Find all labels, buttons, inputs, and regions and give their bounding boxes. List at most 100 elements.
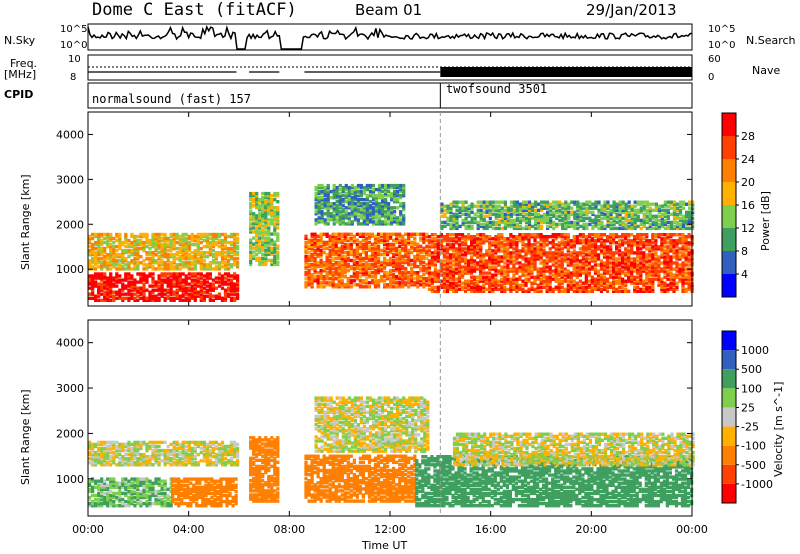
echo-cell bbox=[524, 243, 528, 247]
echo-cell bbox=[258, 250, 262, 254]
echo-cell bbox=[509, 259, 513, 263]
echo-cell bbox=[681, 265, 685, 269]
echo-cell bbox=[373, 246, 378, 251]
echo-cell bbox=[479, 224, 483, 229]
echo-cell bbox=[500, 214, 504, 218]
echo-cell bbox=[379, 238, 384, 242]
echo-cell bbox=[419, 254, 423, 259]
echo-cell bbox=[310, 281, 314, 285]
echo-cell bbox=[393, 200, 397, 204]
echo-cell bbox=[229, 242, 234, 247]
echo-cell bbox=[440, 210, 444, 214]
echo-cell bbox=[521, 208, 526, 212]
echo-cell bbox=[524, 289, 528, 293]
echo-cell bbox=[365, 214, 369, 218]
echo-cell bbox=[455, 212, 459, 216]
echo-cell bbox=[127, 290, 131, 294]
echo-cell bbox=[599, 243, 604, 247]
echo-cell bbox=[368, 183, 373, 188]
echo-cell bbox=[621, 283, 625, 287]
echo-cell bbox=[657, 255, 661, 259]
echo-cell bbox=[172, 234, 176, 239]
echo-cell bbox=[615, 275, 619, 279]
echo-cell bbox=[494, 239, 498, 243]
echo-cell bbox=[313, 236, 317, 240]
echo-cell bbox=[88, 265, 92, 269]
echo-cell bbox=[383, 283, 387, 287]
echo-cell bbox=[473, 249, 477, 253]
echo-cell bbox=[533, 263, 537, 267]
echo-cell bbox=[91, 236, 95, 241]
echo-cell bbox=[220, 261, 225, 265]
echo-cell bbox=[512, 275, 516, 279]
echo-cell bbox=[365, 218, 369, 222]
echo-cell bbox=[687, 251, 691, 255]
echo-cell bbox=[590, 277, 594, 281]
echo-cell bbox=[304, 262, 308, 267]
echo-cell bbox=[252, 242, 256, 246]
echo-cell bbox=[319, 252, 323, 257]
echo-cell bbox=[100, 288, 104, 292]
echo-cell bbox=[202, 238, 206, 243]
echo-cell bbox=[264, 208, 268, 212]
echo-cell bbox=[160, 249, 164, 253]
echo-cell bbox=[398, 269, 402, 273]
echo-cell bbox=[338, 200, 342, 204]
echo-cell bbox=[106, 290, 110, 294]
echo-cell bbox=[258, 248, 262, 252]
echo-cell bbox=[605, 239, 610, 243]
echo-cell bbox=[533, 249, 537, 253]
echo-cell bbox=[175, 234, 179, 239]
echo-cell bbox=[103, 263, 107, 267]
echo-cell bbox=[100, 238, 104, 243]
echo-cell bbox=[169, 246, 173, 251]
echo-cell bbox=[581, 239, 585, 243]
echo-cell bbox=[624, 253, 628, 257]
echo-cell bbox=[376, 279, 381, 283]
echo-cell bbox=[554, 247, 558, 251]
echo-cell bbox=[184, 255, 188, 259]
echo-cell bbox=[430, 271, 434, 275]
echo-cell bbox=[576, 212, 580, 216]
echo-cell bbox=[190, 290, 194, 294]
echo-cell bbox=[332, 196, 336, 200]
echo-cell bbox=[270, 242, 274, 246]
echo-cell bbox=[343, 269, 347, 273]
echo-cell bbox=[482, 239, 486, 243]
echo-cell bbox=[666, 287, 670, 291]
echo-cell bbox=[448, 243, 453, 247]
echo-cell bbox=[563, 233, 567, 237]
echo-cell bbox=[261, 208, 265, 212]
echo-cell bbox=[163, 263, 167, 267]
echo-cell bbox=[410, 262, 414, 267]
echo-cell bbox=[233, 244, 237, 249]
echo-cell bbox=[386, 277, 390, 281]
echo-cell bbox=[376, 240, 381, 245]
echo-cell bbox=[512, 200, 516, 204]
echo-cell bbox=[252, 194, 256, 198]
echo-cell bbox=[115, 232, 119, 237]
echo-cell bbox=[404, 252, 408, 257]
echo-cell bbox=[214, 257, 218, 261]
echo-cell bbox=[461, 204, 465, 208]
echo-cell bbox=[127, 263, 131, 267]
echo-cell bbox=[88, 274, 92, 278]
echo-cell bbox=[509, 224, 513, 229]
echo-cell bbox=[582, 222, 586, 227]
echo-cell bbox=[396, 189, 400, 194]
echo-cell bbox=[548, 271, 552, 275]
echo-cell bbox=[276, 260, 280, 264]
echo-cell bbox=[678, 239, 682, 243]
echo-cell bbox=[467, 210, 471, 214]
echo-cell bbox=[515, 241, 519, 245]
echo-cell bbox=[313, 275, 317, 279]
echo-cell bbox=[433, 255, 437, 259]
echo-cell bbox=[88, 251, 92, 255]
echo-cell bbox=[416, 279, 420, 283]
echo-cell bbox=[331, 246, 335, 251]
echo-cell bbox=[422, 248, 426, 253]
echo-cell bbox=[612, 241, 616, 245]
echo-cell bbox=[530, 287, 534, 291]
echo-cell bbox=[419, 236, 423, 240]
echo-cell bbox=[338, 210, 342, 214]
